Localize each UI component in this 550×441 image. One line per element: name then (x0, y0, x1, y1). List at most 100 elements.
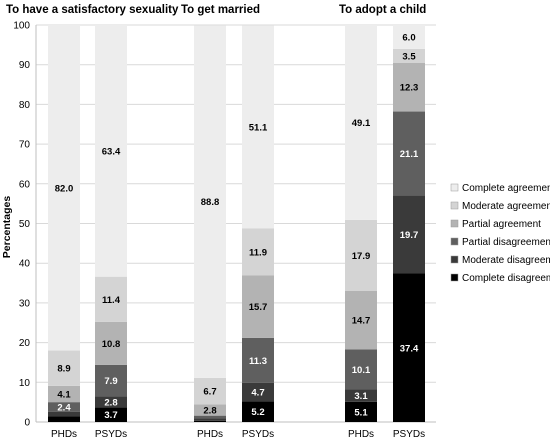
legend-swatch (450, 255, 459, 264)
bar-segment (95, 407, 127, 422)
data-label: 3.1 (354, 391, 368, 402)
legend-swatch (450, 219, 459, 228)
y-tick-label: 40 (19, 259, 31, 270)
bar-segment (345, 219, 377, 291)
group-title: To adopt a child (339, 4, 426, 16)
bar-segment (242, 401, 274, 422)
bar-segment (48, 350, 80, 386)
bar-segment (95, 321, 127, 365)
data-label: 2.4 (57, 402, 71, 413)
bar-segment (393, 48, 425, 63)
bar-segment (95, 396, 127, 408)
bar-segment (95, 276, 127, 322)
data-label: 4.7 (251, 388, 264, 399)
data-label: 82.0 (55, 183, 74, 194)
x-category-label: PHDs (348, 429, 374, 440)
group-title: To get married (181, 4, 260, 16)
data-label: 6.0 (402, 32, 415, 43)
bar-segment (242, 25, 274, 229)
y-tick-label: 50 (19, 219, 31, 230)
data-label: 49.1 (352, 118, 371, 129)
legend: Complete agreement Moderate agreement Part… (450, 183, 550, 284)
bar-segment (345, 25, 377, 220)
y-tick-label: 100 (13, 21, 30, 32)
y-tick-label: 80 (19, 100, 31, 111)
data-label: 4.1 (57, 390, 71, 401)
bar-segment (194, 404, 226, 416)
legend-swatch (450, 237, 459, 246)
data-label: 14.7 (352, 316, 371, 327)
data-label: 63.4 (102, 146, 121, 157)
bar-segment (242, 228, 274, 276)
legend-swatch (450, 201, 459, 210)
bar-segment (345, 290, 377, 350)
bar-segment (95, 364, 127, 397)
data-label: 5.1 (354, 407, 368, 418)
bar-segment (48, 25, 80, 351)
text-layer: 0 10 20 30 40 50 60 70 80 90 100 To have a satisfac… (6, 4, 426, 440)
bar-segment (194, 418, 226, 421)
x-category-label: PHDs (197, 429, 223, 440)
bar-segment (194, 420, 226, 422)
bar-segment (393, 273, 425, 422)
data-label: 3.5 (402, 51, 416, 62)
bar-segment (48, 416, 80, 422)
data-label: 12.3 (400, 83, 419, 94)
data-label: 6.7 (203, 387, 216, 398)
data-label: 10.8 (102, 339, 121, 350)
bar-segment (95, 25, 127, 277)
data-label: 5.2 (251, 407, 264, 418)
legend-label: Partial disagreement (462, 237, 550, 248)
data-label: 2.8 (203, 406, 216, 417)
y-tick-label: 0 (24, 418, 30, 429)
bar-segment (242, 337, 274, 383)
y-tick-label: 20 (19, 338, 31, 349)
y-tick-label: 90 (19, 60, 31, 71)
y-axis-label: Percentages (1, 196, 13, 259)
data-label: 11.3 (249, 356, 267, 367)
data-label: 21.1 (400, 149, 419, 160)
data-label: 8.9 (57, 364, 70, 375)
legend-swatch (450, 273, 459, 282)
y-tick-label: 10 (19, 378, 31, 389)
legend-swatch (450, 183, 459, 192)
data-label: 37.4 (400, 343, 419, 354)
data-label: 88.8 (201, 197, 220, 208)
x-category-label: PSYDs (393, 429, 425, 440)
data-label: 17.9 (352, 251, 371, 262)
bar-segment (345, 349, 377, 390)
bar-segment (393, 62, 425, 112)
data-label: 15.7 (249, 302, 268, 313)
data-label: 19.7 (400, 230, 419, 241)
bar-segment (48, 411, 80, 417)
x-category-label: PSYDs (95, 429, 127, 440)
data-label: 10.1 (352, 365, 371, 376)
bar-segment (48, 402, 80, 412)
bar-segment (393, 25, 425, 49)
bar-segment (194, 415, 226, 419)
y-tick-label: 70 (19, 140, 31, 151)
data-label: 7.9 (104, 376, 117, 387)
legend-label: Partial agreement (462, 219, 541, 230)
data-label: 3.7 (104, 410, 117, 421)
bar-segment (242, 275, 274, 338)
bar-segment (242, 382, 274, 402)
bar-segment (194, 25, 226, 378)
y-tick-label: 30 (19, 298, 31, 309)
legend-label: Complete agreement (462, 183, 550, 194)
x-category-label: PSYDs (242, 429, 274, 440)
group-title: To have a satisfactory sexuality (6, 4, 179, 16)
data-label: 11.9 (249, 247, 267, 258)
bar-segment (345, 389, 377, 402)
y-tick-label: 60 (19, 179, 31, 190)
bar-segment (48, 385, 80, 403)
x-category-label: PHDs (51, 429, 77, 440)
legend-label: Moderate agreement (462, 201, 550, 212)
data-label: 2.8 (104, 397, 117, 408)
bar-segment (345, 401, 377, 422)
legend-label: Moderate disagreement (462, 255, 550, 266)
bars-layer (48, 25, 425, 422)
data-label: 51.1 (249, 122, 268, 133)
data-label: 11.4 (102, 295, 121, 306)
